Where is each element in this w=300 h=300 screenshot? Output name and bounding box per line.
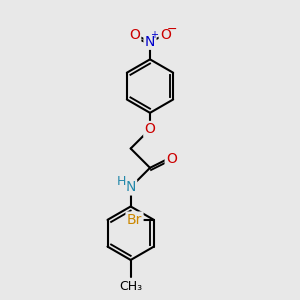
Text: CH₃: CH₃ bbox=[119, 280, 142, 292]
Text: H: H bbox=[117, 175, 127, 188]
Text: O: O bbox=[166, 152, 177, 166]
Text: O: O bbox=[129, 28, 140, 42]
Text: −: − bbox=[167, 23, 177, 36]
Text: +: + bbox=[151, 30, 158, 40]
Text: N: N bbox=[125, 180, 136, 194]
Text: Br: Br bbox=[127, 213, 142, 227]
Text: O: O bbox=[145, 122, 155, 136]
Text: N: N bbox=[145, 34, 155, 49]
Text: O: O bbox=[160, 28, 171, 42]
